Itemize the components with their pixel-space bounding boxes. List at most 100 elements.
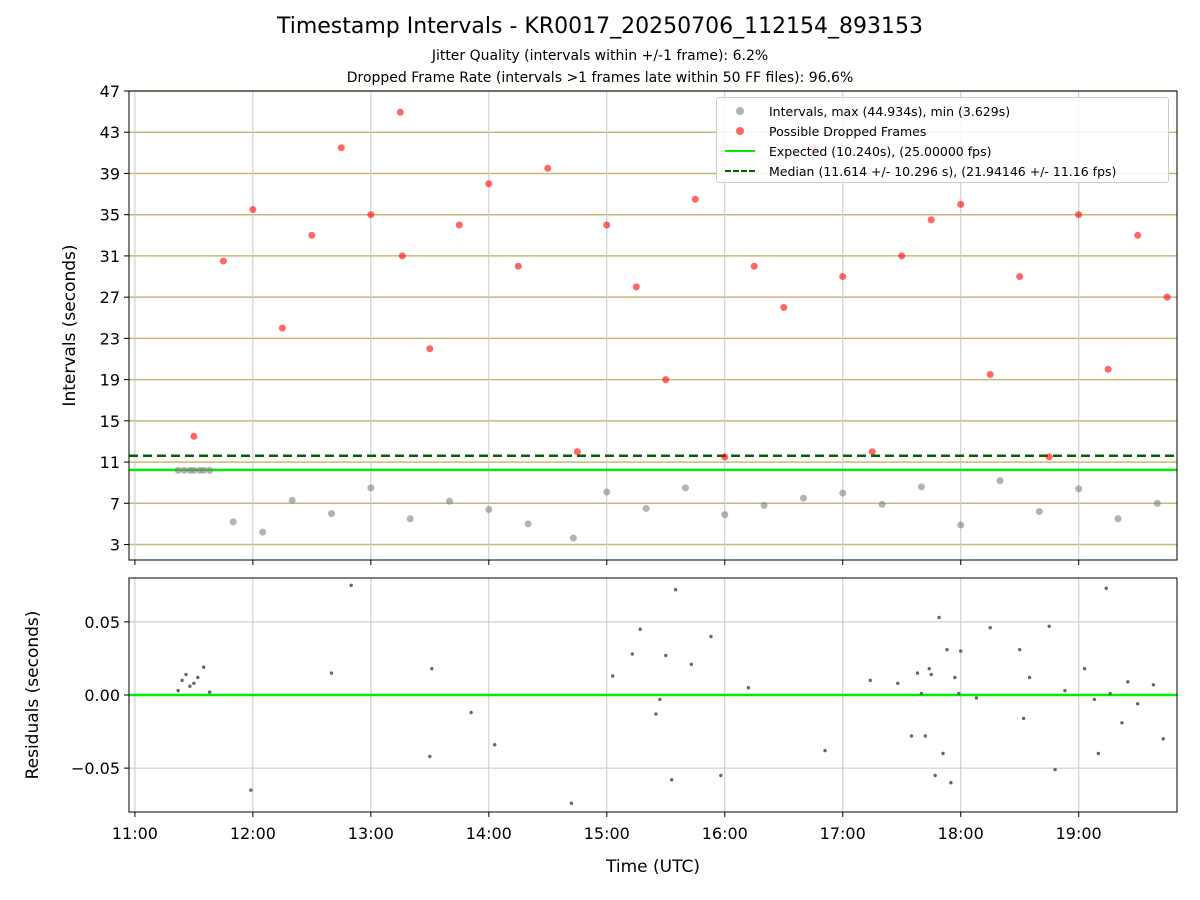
interval-point (174, 466, 182, 474)
x-tick-label: 18:00 (938, 824, 984, 843)
residual-point (1096, 751, 1101, 756)
residual-point (430, 666, 434, 671)
legend-item-intervals: Intervals, max (44.934s), min (3.629s) (725, 101, 1010, 121)
dropped-frame-point (750, 262, 758, 270)
residuals-frame (128, 577, 1178, 813)
dropped-frame-point (632, 283, 640, 291)
y-tick-label: 15 (100, 412, 120, 431)
legend: Intervals, max (44.934s), min (3.629s) P… (716, 97, 1169, 183)
residual-point (192, 681, 196, 685)
residual-point (349, 583, 353, 588)
x-axis-label: Time (UTC) (605, 857, 700, 877)
residual-point (746, 685, 751, 690)
interval-point (328, 510, 336, 518)
residual-point (709, 634, 713, 639)
residual-point (957, 691, 961, 696)
legend-marker-dropped (736, 127, 744, 135)
intervals-ylabel: Intervals (seconds) (60, 244, 80, 406)
dropped-frame-point (1045, 453, 1053, 461)
residual-point (1082, 666, 1087, 671)
x-tick-label: 15:00 (584, 824, 630, 843)
x-tick-label: 13:00 (348, 824, 394, 843)
y-tick-label: 0.05 (84, 613, 120, 632)
dropped-frame-point (544, 164, 552, 172)
residual-point (610, 674, 615, 678)
dropped-frame-point (249, 206, 257, 214)
residual-point (493, 743, 497, 747)
interval-point (190, 466, 198, 474)
dropped-frame-point (927, 216, 935, 224)
dropped-frame-point (957, 200, 965, 208)
residual-point (909, 734, 914, 738)
residuals-axes: −0.05 0.00 0.05 11:00 12:00 13:00 14:00 15:00 16… (23, 577, 1178, 877)
residual-point (945, 647, 949, 652)
y-tick-label: 0.00 (84, 686, 120, 705)
residual-point (658, 697, 662, 702)
interval-point (229, 518, 237, 526)
residual-point (915, 671, 920, 675)
residual-point (1047, 624, 1051, 628)
residual-point (1108, 691, 1112, 696)
dropped-frame-point (396, 108, 404, 116)
dropped-frame-point (1016, 273, 1024, 281)
residual-point (1027, 675, 1032, 680)
residual-point (1120, 721, 1124, 725)
residual-point (669, 778, 674, 782)
dropped-frame-point (1075, 211, 1083, 219)
interval-point (681, 484, 689, 492)
dropped-frame-point (485, 180, 493, 188)
interval-point (642, 504, 650, 512)
interval-point (406, 515, 414, 523)
legend-item-expected: Expected (10.240s), (25.00000 fps) (725, 141, 991, 161)
residual-point (469, 710, 473, 715)
x-tick-label: 14:00 (466, 824, 512, 843)
dropped-frame-point (455, 221, 463, 229)
y-tick-label: 35 (100, 206, 120, 225)
legend-label-intervals: Intervals, max (44.934s), min (3.629s) (769, 103, 1011, 119)
residual-point (207, 690, 212, 694)
chart-title: Timestamp Intervals - KR0017_20250706_11… (276, 14, 924, 39)
residual-point (176, 688, 180, 693)
interval-point (200, 466, 208, 474)
dropped-frame-point (603, 221, 611, 229)
dropped-frame-point (1163, 293, 1171, 301)
interval-point (180, 466, 188, 474)
interval-point (1114, 515, 1122, 523)
interval-point (957, 521, 965, 529)
interval-point (917, 483, 925, 491)
interval-point (799, 494, 807, 502)
interval-point (1153, 499, 1161, 507)
interval-point (721, 511, 729, 519)
residual-point (823, 748, 827, 753)
y-tick-label: 27 (100, 288, 120, 307)
x-tick-label: 12:00 (230, 824, 276, 843)
residual-point (249, 788, 253, 792)
chart-subtitle-dropped: Dropped Frame Rate (intervals >1 frames … (346, 70, 854, 86)
dropped-frame-point (573, 448, 581, 456)
dropped-frame-point (1104, 365, 1112, 373)
y-tick-label: 19 (100, 371, 120, 390)
residual-point (896, 681, 900, 685)
residual-point (1126, 680, 1130, 684)
interval-point (524, 520, 532, 528)
residual-point (1063, 688, 1067, 693)
interval-point (996, 477, 1004, 485)
y-tick-label: 7 (110, 494, 120, 513)
residual-point (202, 665, 206, 669)
intervals-frame (128, 90, 1178, 561)
x-tick-label: 19:00 (1056, 824, 1102, 843)
residual-point (1104, 586, 1108, 590)
interval-point (839, 489, 847, 497)
interval-point (206, 466, 214, 474)
residual-point (988, 626, 992, 630)
residual-point (180, 678, 184, 683)
residual-point (1161, 737, 1165, 741)
residuals-ylabel: Residuals (seconds) (23, 611, 43, 780)
interval-point (1035, 508, 1043, 516)
residual-point (184, 672, 188, 677)
dropped-frame-point (190, 432, 198, 440)
dropped-frame-point (337, 144, 345, 152)
dropped-frame-point (514, 262, 522, 270)
residual-point (1021, 716, 1026, 721)
